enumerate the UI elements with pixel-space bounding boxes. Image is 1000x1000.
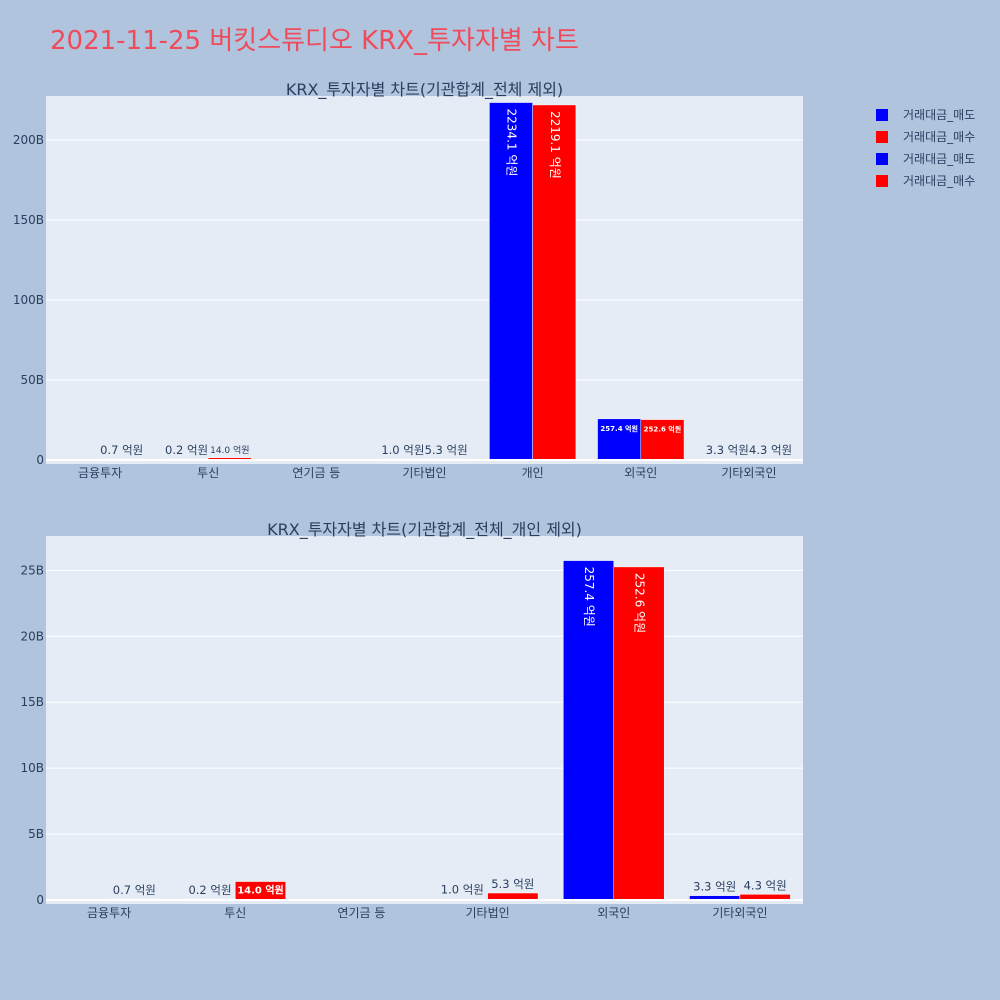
data-label: 2219.1 억원 [548,111,562,179]
y-tick-label: 25B [20,563,44,577]
data-label: 5.3 억원 [491,877,534,891]
x-tick-label: 기타법인 [465,906,509,920]
data-label: 1.0 억원 [381,443,424,457]
data-label: 0.7 억원 [113,883,156,897]
chart-title: KRX_투자자별 차트(기관합계_전체_개인 제외) [267,520,582,540]
data-label: 3.3 억원 [693,880,736,894]
page-title: 2021-11-25 버킷스튜디오 KRX_투자자별 차트 [50,26,579,56]
chart-lower: 0 5B 10B 15B 20B 25B KRX_투자자별 차트(기관합계_전체_개인 제외… [20,520,803,920]
y-tick-label: 200B [13,133,44,147]
x-tick-label: 연기금 등 [292,466,340,480]
bar-buy[interactable] [532,104,577,461]
data-label: 4.3 억원 [744,878,787,892]
x-tick-label: 외국인 [624,466,657,480]
y-tick-label: 150B [13,213,44,227]
bar-buy[interactable] [487,892,539,901]
x-tick-label: 기타외국인 [721,466,776,480]
bar-sell[interactable] [489,102,533,461]
data-label: 14.0 억원 [210,444,249,456]
data-label: 0.2 억원 [188,883,231,897]
y-tick-label: 15B [20,695,44,709]
x-tick-label: 투신 [197,466,219,480]
x-tick-label: 외국인 [597,906,630,920]
legend-swatch[interactable] [876,131,888,143]
y-tick-label: 50B [20,373,44,387]
plot-area [46,536,803,904]
plot-area [46,96,803,464]
data-label: 0.2 억원 [165,443,208,457]
y-tick-label: 10B [20,761,44,775]
data-label: 3.3 억원 [706,443,749,457]
data-label: 252.6 억원 [632,573,646,633]
legend-label[interactable]: 거래대금_매도 [903,152,975,166]
data-label: 4.3 억원 [749,443,792,457]
legend-label[interactable]: 거래대금_매도 [903,108,975,122]
data-label: 2234.1 억원 [505,109,519,177]
y-tick-label: 0 [36,893,44,907]
data-label: 257.4 억원 [582,567,596,627]
x-tick-label: 투신 [224,906,246,920]
legend-swatch[interactable] [876,153,888,165]
y-tick-label: 0 [36,453,44,467]
x-tick-label: 금융투자 [87,906,131,920]
chart-upper: 0 50B 100B 150B 200B KRX_투자자별 차트(기관합계_전체 제외) 금… [13,80,803,480]
data-label: 1.0 억원 [441,883,484,897]
bar-buy[interactable] [640,419,685,461]
x-tick-label: 연기금 등 [337,906,385,920]
data-label: 14.0 억원 [237,884,284,897]
chart-title: KRX_투자자별 차트(기관합계_전체 제외) [286,80,563,100]
data-label: 252.6 억원 [644,425,681,434]
y-tick-label: 20B [20,629,44,643]
data-label: 257.4 억원 [600,424,637,433]
x-tick-label: 기타외국인 [712,906,767,920]
data-label: 5.3 억원 [425,443,468,457]
x-tick-label: 금융투자 [78,466,122,480]
x-tick-label: 기타법인 [402,466,446,480]
bar-buy[interactable] [613,566,665,901]
legend-label[interactable]: 거래대금_매수 [903,174,975,188]
legend-swatch[interactable] [876,109,888,121]
legend-swatch[interactable] [876,175,888,187]
x-tick-label: 개인 [522,466,544,480]
legend-label[interactable]: 거래대금_매수 [903,130,975,144]
data-label: 0.7 억원 [100,443,143,457]
y-tick-label: 100B [13,293,44,307]
y-tick-label: 5B [28,827,44,841]
